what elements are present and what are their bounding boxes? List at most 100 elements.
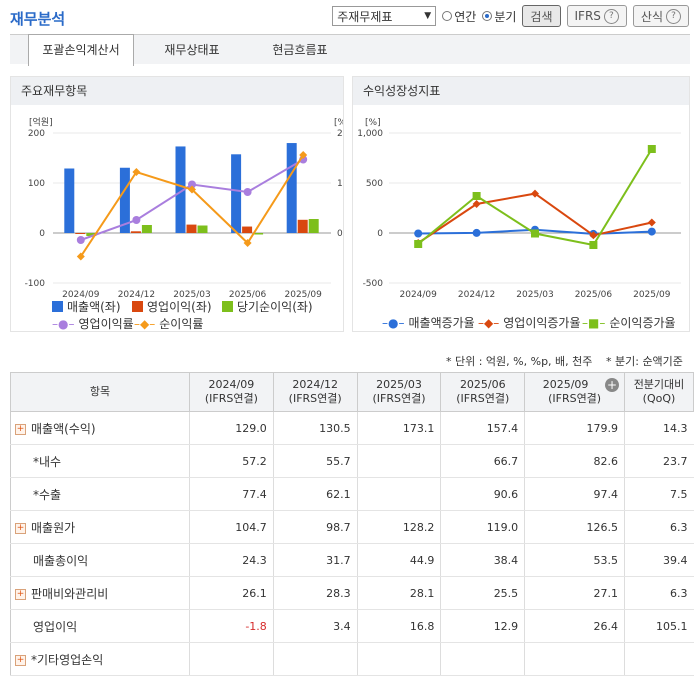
legend-sales-growth[interactable]: –●– 매출액증가율 (382, 314, 475, 331)
row-label[interactable]: + 판매비와관리비 (10, 576, 190, 610)
header-date: 2025/09 (542, 378, 589, 391)
expand-plus-icon[interactable]: + (15, 654, 26, 666)
row-label[interactable]: + 매출액(수익) (10, 411, 190, 445)
radio-annual[interactable]: 연간 (442, 8, 476, 25)
table-cell: 39.4 (624, 543, 694, 577)
table-row: 매출총이익 24.3 31.7 44.9 38.4 53.5 39.4 (10, 543, 694, 577)
legend-label: 매출액증가율 (408, 316, 475, 330)
x-tick-label: 2025/03 (173, 290, 210, 300)
table-cell: 6.3 (624, 576, 694, 610)
expand-plus-icon[interactable]: + (15, 522, 26, 534)
table-cell: 16.8 (356, 609, 441, 643)
report-type-select[interactable]: 주재무제표 ▼ (332, 6, 437, 26)
legend-sales[interactable]: 매출액(좌) (52, 298, 121, 315)
formula-button[interactable]: 산식? (632, 5, 689, 27)
x-tick-label: 2024/12 (458, 290, 495, 300)
table-cell: 119.0 (440, 510, 525, 544)
header-date: 2024/12 (292, 378, 339, 391)
legend-op-growth[interactable]: –◆– 영업이익증가율 (478, 314, 581, 331)
legend-swatch (52, 301, 63, 312)
header-period: 2024/12 (IFRS연결) (272, 372, 358, 412)
header-date: 2025/06 (459, 378, 506, 391)
row-label-text: 매출총이익 (33, 553, 89, 568)
y-left-axis-label: [억원] (29, 116, 53, 128)
table-cell: 98.7 (272, 510, 358, 544)
table-cell: 157.4 (440, 411, 525, 445)
row-label-text: 매출액(수익) (31, 421, 96, 436)
legend-net-margin[interactable]: –◆– 순이익률 (134, 315, 203, 332)
tab-cash-flow[interactable]: 현금흐름표 (272, 43, 328, 57)
x-tick-label: 2024/09 (62, 290, 100, 300)
table-cell: 104.7 (189, 510, 274, 544)
line-point (472, 200, 481, 208)
header-basis: (IFRS연결) (288, 392, 342, 405)
table-cell: 25.5 (440, 576, 525, 610)
line-point (188, 180, 196, 189)
header-qoq-line1: 전분기대비 (633, 378, 685, 391)
line-point (76, 236, 85, 244)
legend-swatch (222, 301, 233, 312)
bar (75, 233, 86, 234)
bar (130, 231, 141, 233)
y-right-tick-label: 20 (337, 129, 343, 139)
legend-net-growth[interactable]: –■– 순이익증가율 (582, 314, 676, 331)
header-item: 항목 (10, 372, 190, 412)
line-point (647, 227, 656, 236)
legend-net-income[interactable]: 당기순이익(좌) (222, 298, 313, 315)
expand-plus-icon[interactable]: + (15, 588, 26, 600)
legend-label: 당기순이익(좌) (237, 300, 313, 314)
table-cell: 179.9 (524, 411, 625, 445)
table-cell: 55.7 (272, 444, 358, 478)
table-cell: -1.8 (189, 609, 274, 643)
search-button[interactable]: 검색 (522, 5, 561, 27)
table-cell (272, 642, 358, 676)
expand-column-icon[interactable]: + (605, 378, 619, 392)
header-basis: (IFRS연결) (372, 392, 426, 405)
table-cell: 97.4 (524, 477, 625, 511)
table-cell: 38.4 (440, 543, 525, 577)
table-row: + 매출액(수익) 129.0 130.5 173.1 157.4 179.9 14.3 (10, 411, 694, 445)
table-cell: 44.9 (356, 543, 441, 577)
table-cell: 12.9 (440, 609, 525, 643)
line-point (589, 241, 598, 249)
key-financials-title: 주요재무항목 (11, 77, 343, 105)
key-financials-chart: [억원][%]2001000-100201002024/092024/12202… (25, 116, 343, 300)
y-tick-label: 1,000 (357, 129, 383, 139)
line-point (243, 188, 252, 196)
line-point (188, 185, 196, 194)
tab-income-statement[interactable]: 포괄손익계산서 (28, 34, 134, 66)
line-point (589, 231, 598, 240)
ifrs-button[interactable]: IFRS? (566, 5, 627, 27)
legend-diamond-icon: –◆– (478, 315, 500, 330)
bar (197, 225, 208, 233)
tab-balance-sheet[interactable]: 재무상태표 (164, 43, 220, 57)
radio-annual-dot[interactable] (442, 11, 453, 21)
bar (141, 225, 152, 233)
y-right-tick-label: 0 (337, 229, 343, 239)
line-point (243, 239, 252, 247)
legend-dot-icon: –●– (52, 316, 75, 331)
row-label: 매출총이익 (10, 543, 190, 577)
y-tick-label: 0 (377, 229, 383, 239)
header-date: 2024/09 (208, 378, 255, 391)
table-cell: 28.1 (356, 576, 441, 610)
x-tick-label: 2025/03 (516, 290, 553, 300)
row-label-text: 판매비와관리비 (31, 586, 109, 601)
table-body: + 매출액(수익) 129.0 130.5 173.1 157.4 179.9 14.3 *내수… (10, 411, 694, 676)
x-tick-label: 2025/06 (229, 290, 267, 300)
radio-quarter-dot[interactable] (482, 11, 493, 21)
table-row: *수출 77.4 62.1 90.6 97.4 7.5 (10, 477, 694, 511)
table-cell: 26.1 (189, 576, 274, 610)
expand-plus-icon[interactable]: + (15, 423, 26, 435)
legend-operating-profit[interactable]: 영업이익(좌) (132, 298, 212, 315)
table-cell (624, 642, 694, 676)
y-left-tick-label: 200 (28, 129, 45, 139)
legend-operating-margin[interactable]: –●– 영업이익률 (52, 315, 134, 332)
line-point (472, 228, 481, 237)
report-type-select-value: 주재무제표 (337, 9, 393, 24)
radio-quarter[interactable]: 분기 (482, 8, 516, 25)
legend-label: 영업이익증가율 (503, 316, 581, 330)
line-point (647, 145, 656, 153)
row-label[interactable]: + *기타영업손익 (10, 642, 190, 676)
row-label[interactable]: + 매출원가 (10, 510, 190, 544)
